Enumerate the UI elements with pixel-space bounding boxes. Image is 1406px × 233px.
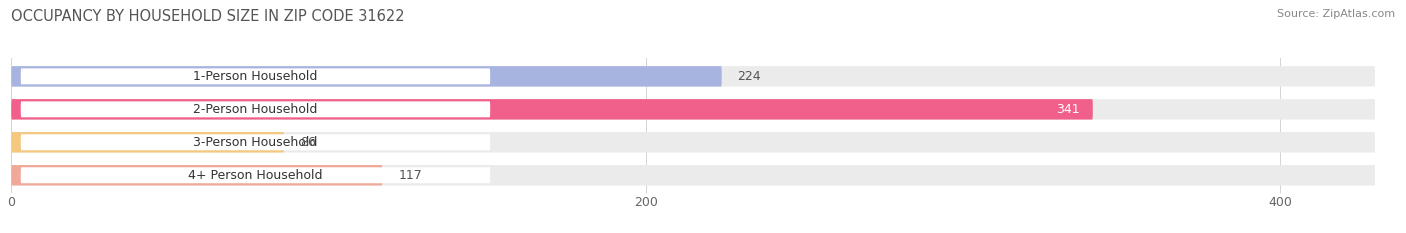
FancyBboxPatch shape [11,165,382,185]
Text: 3-Person Household: 3-Person Household [193,136,318,149]
FancyBboxPatch shape [11,66,1375,87]
FancyBboxPatch shape [11,99,1092,120]
Text: 341: 341 [1056,103,1080,116]
Text: 1-Person Household: 1-Person Household [193,70,318,83]
FancyBboxPatch shape [11,66,721,87]
Text: 117: 117 [398,169,422,182]
Text: OCCUPANCY BY HOUSEHOLD SIZE IN ZIP CODE 31622: OCCUPANCY BY HOUSEHOLD SIZE IN ZIP CODE … [11,9,405,24]
Text: 224: 224 [738,70,761,83]
FancyBboxPatch shape [21,69,491,84]
FancyBboxPatch shape [11,132,1375,153]
FancyBboxPatch shape [21,101,491,117]
FancyBboxPatch shape [11,99,1375,120]
Text: 2-Person Household: 2-Person Household [193,103,318,116]
Text: 86: 86 [299,136,316,149]
FancyBboxPatch shape [11,165,1375,185]
Text: 4+ Person Household: 4+ Person Household [188,169,323,182]
Text: Source: ZipAtlas.com: Source: ZipAtlas.com [1277,9,1395,19]
FancyBboxPatch shape [21,167,491,183]
FancyBboxPatch shape [11,132,284,153]
FancyBboxPatch shape [21,134,491,150]
